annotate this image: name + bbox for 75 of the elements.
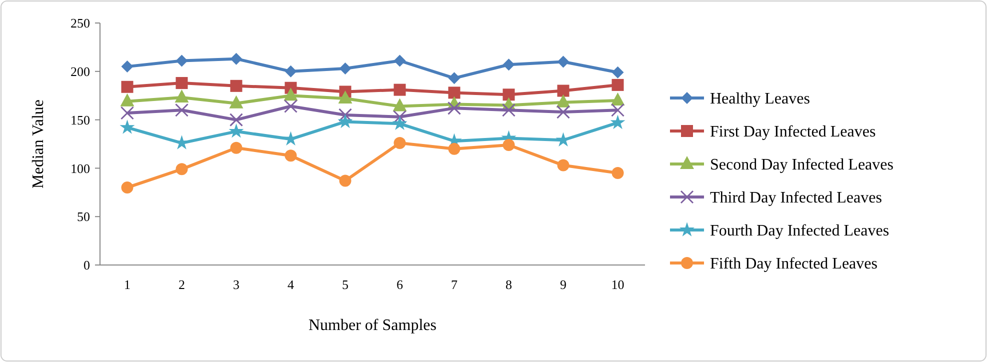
point (610, 92, 625, 106)
point (557, 159, 570, 172)
point (612, 167, 624, 180)
point (448, 86, 460, 99)
x-tick-label: 5 (342, 277, 348, 292)
point (228, 124, 244, 138)
point (338, 114, 353, 128)
point (557, 84, 570, 97)
point (394, 137, 406, 150)
y-axis-title: Median Value (30, 99, 47, 189)
x-tick-label: 7 (451, 277, 458, 292)
legend-label: First Day Infected Leaves (710, 124, 876, 141)
point (394, 54, 406, 67)
y-tick-label: 200 (70, 64, 90, 79)
point (176, 54, 188, 67)
legend-label: Third Day Infected Leaves (710, 190, 882, 207)
point (556, 105, 570, 119)
x-tick-label: 8 (506, 277, 512, 292)
legend-label: Healthy Leaves (710, 90, 810, 108)
point (176, 163, 188, 176)
point (392, 116, 408, 130)
point (338, 90, 352, 104)
x-tick-label: 3 (233, 277, 240, 292)
point (392, 98, 407, 112)
point (175, 103, 188, 117)
x-tick-label: 6 (396, 277, 404, 292)
point (502, 58, 515, 71)
point (230, 142, 242, 154)
point (121, 182, 134, 194)
x-axis-title: Number of Samples (308, 317, 436, 334)
point (502, 88, 515, 101)
y-tick-label: 0 (84, 258, 90, 273)
x-tick-label: 4 (288, 277, 294, 292)
y-tick-label: 250 (70, 16, 90, 31)
point (230, 113, 243, 127)
x-tick-label: 2 (178, 277, 185, 292)
legend-label: Second Day Infected Leaves (710, 156, 894, 174)
point (393, 110, 406, 124)
y-tick-label: 150 (70, 112, 90, 128)
legend-label: Fifth Day Infected Leaves (710, 256, 878, 273)
point (120, 106, 134, 120)
point (121, 60, 134, 73)
point (339, 62, 352, 74)
y-tick-label: 50 (77, 209, 90, 224)
point (394, 84, 406, 96)
point (612, 78, 624, 91)
point (120, 93, 134, 106)
point (611, 103, 624, 117)
point (338, 108, 352, 122)
point (448, 101, 461, 115)
point (121, 80, 134, 93)
point (448, 72, 460, 84)
point (557, 56, 570, 68)
point (284, 150, 297, 162)
x-tick-label: 1 (124, 277, 130, 292)
point (284, 88, 298, 101)
x-tick-label: 9 (560, 277, 566, 292)
point (284, 65, 297, 78)
point (612, 66, 624, 78)
point (556, 94, 570, 108)
point (610, 114, 626, 130)
point (502, 103, 516, 117)
point (230, 52, 242, 65)
point (230, 80, 242, 92)
x-tick-label: 10 (611, 277, 624, 292)
point (284, 100, 298, 113)
point (120, 120, 135, 134)
point (502, 138, 515, 151)
legend-label: Fourth Day Infected Leaves (710, 222, 890, 240)
point (174, 90, 189, 103)
y-tick-label: 100 (70, 160, 90, 176)
point (448, 142, 460, 155)
point (176, 77, 188, 90)
point (229, 95, 244, 108)
point (339, 174, 352, 187)
